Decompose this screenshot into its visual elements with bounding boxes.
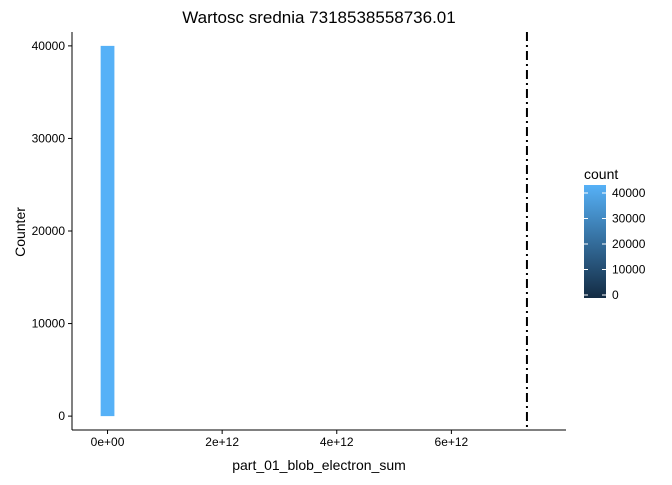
legend-break-label: 20000 <box>612 237 646 251</box>
legend-break-label: 40000 <box>612 186 646 200</box>
x-axis-label: part_01_blob_electron_sum <box>232 457 406 473</box>
legend-break-label: 0 <box>612 288 619 302</box>
x-tick-label: 6e+12 <box>435 435 469 449</box>
x-tick-label: 0e+00 <box>91 435 125 449</box>
plot-area <box>100 32 528 430</box>
y-tick-label: 20000 <box>32 224 66 238</box>
chart-title: Wartosc srednia 7318538558736.01 <box>182 8 455 27</box>
legend-break-label: 30000 <box>612 212 646 226</box>
y-tick-label: 30000 <box>32 131 66 145</box>
y-tick-label: 0 <box>58 409 65 423</box>
color-legend: count 0 10000 20000 30000 40000 <box>584 166 646 302</box>
legend-title: count <box>584 166 618 182</box>
x-tick-label: 4e+12 <box>320 435 354 449</box>
legend-break-label: 10000 <box>612 263 646 277</box>
y-tick-label: 40000 <box>32 39 66 53</box>
x-tick-label: 2e+12 <box>205 435 239 449</box>
y-axis-label: Counter <box>12 207 28 257</box>
axes: 0 10000 20000 30000 40000 0e+00 2e+12 4e+12 6e+1… <box>32 32 566 449</box>
legend-color-bar <box>584 185 606 298</box>
histogram-bar <box>100 45 115 417</box>
y-tick-label: 10000 <box>32 317 66 331</box>
